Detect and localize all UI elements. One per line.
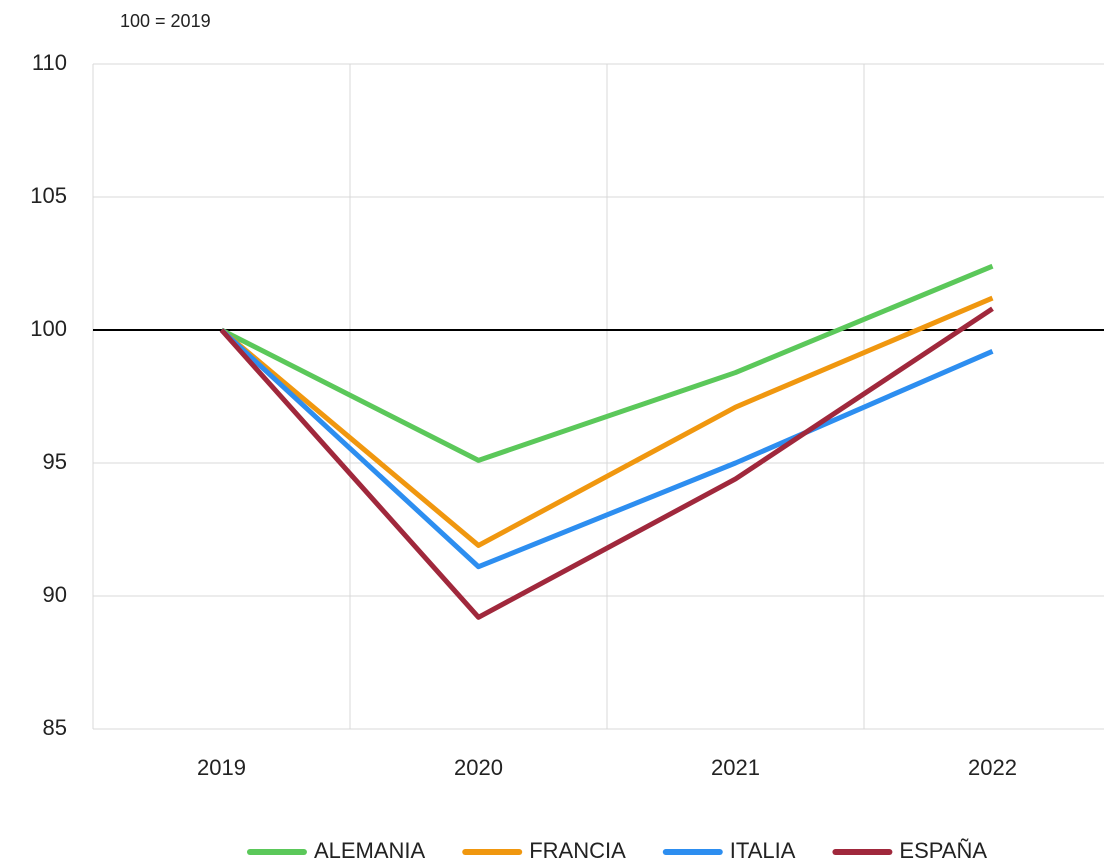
x-tick-label: 2021 <box>711 755 760 780</box>
y-tick-label: 95 <box>43 449 67 474</box>
data-line <box>220 263 994 463</box>
chart-subtitle: 100 = 2019 <box>120 11 211 31</box>
data-line <box>219 295 994 548</box>
y-tick-label: 100 <box>30 316 67 341</box>
y-tick-label: 85 <box>43 715 67 740</box>
legend-label: ALEMANIA <box>314 838 426 863</box>
data-line <box>219 328 994 570</box>
x-tick-label: 2019 <box>197 755 246 780</box>
legend-label: ESPAÑA <box>899 838 987 863</box>
legend: ALEMANIA FRANCIA ITALIA ESPAÑA <box>246 838 987 863</box>
legend-label: ITALIA <box>730 838 796 863</box>
x-tick-label: 2020 <box>454 755 503 780</box>
data-line <box>219 306 994 620</box>
y-tick-label: 90 <box>43 582 67 607</box>
x-tick-label: 2022 <box>968 755 1017 780</box>
legend-label: FRANCIA <box>529 838 626 863</box>
y-tick-label: 105 <box>30 183 67 208</box>
y-tick-label: 110 <box>32 50 67 75</box>
